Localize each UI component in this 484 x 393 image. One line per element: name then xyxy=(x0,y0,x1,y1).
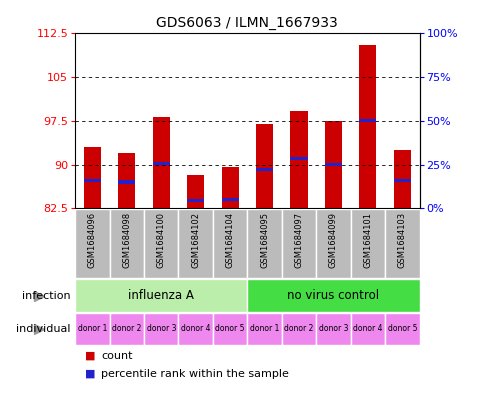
Bar xyxy=(187,199,204,202)
Text: donor 1: donor 1 xyxy=(249,325,279,333)
Title: GDS6063 / ILMN_1667933: GDS6063 / ILMN_1667933 xyxy=(156,16,337,29)
Bar xyxy=(118,153,135,208)
Bar xyxy=(75,313,109,345)
Text: GSM1684103: GSM1684103 xyxy=(397,211,406,268)
Text: individual: individual xyxy=(16,324,70,334)
Bar xyxy=(152,162,169,165)
Bar xyxy=(187,175,204,208)
Bar xyxy=(118,180,135,184)
Text: donor 3: donor 3 xyxy=(146,325,176,333)
Text: count: count xyxy=(101,351,132,361)
Text: GSM1684099: GSM1684099 xyxy=(328,211,337,268)
Bar xyxy=(350,313,384,345)
Text: donor 5: donor 5 xyxy=(215,325,244,333)
Bar xyxy=(178,209,212,278)
Text: GSM1684104: GSM1684104 xyxy=(225,211,234,268)
Bar xyxy=(384,209,419,278)
Bar xyxy=(281,209,316,278)
Bar xyxy=(384,313,419,345)
Text: ■: ■ xyxy=(85,369,95,379)
Bar xyxy=(212,209,247,278)
Text: donor 2: donor 2 xyxy=(112,325,141,333)
Text: ■: ■ xyxy=(85,351,95,361)
Bar xyxy=(109,313,144,345)
Text: GSM1684101: GSM1684101 xyxy=(363,211,372,268)
Text: GSM1684100: GSM1684100 xyxy=(156,211,166,268)
Bar xyxy=(324,163,341,166)
Text: GSM1684095: GSM1684095 xyxy=(259,211,269,268)
Text: GSM1684097: GSM1684097 xyxy=(294,211,303,268)
Text: GSM1684096: GSM1684096 xyxy=(88,211,97,268)
Text: donor 2: donor 2 xyxy=(284,325,313,333)
Bar xyxy=(178,313,212,345)
Bar xyxy=(290,157,307,160)
Text: donor 5: donor 5 xyxy=(387,325,416,333)
Bar xyxy=(316,313,350,345)
Text: donor 3: donor 3 xyxy=(318,325,348,333)
Bar xyxy=(84,179,101,182)
Bar xyxy=(212,313,247,345)
Bar xyxy=(393,179,410,182)
Text: percentile rank within the sample: percentile rank within the sample xyxy=(101,369,288,379)
Text: donor 4: donor 4 xyxy=(352,325,382,333)
Bar xyxy=(221,167,238,208)
Bar xyxy=(256,124,272,208)
Bar xyxy=(324,121,341,208)
Bar xyxy=(359,45,376,208)
Bar xyxy=(144,209,178,278)
Bar xyxy=(109,209,144,278)
Bar xyxy=(316,209,350,278)
Text: influenza A: influenza A xyxy=(128,289,194,302)
Bar xyxy=(290,111,307,208)
Bar xyxy=(247,313,281,345)
Bar xyxy=(281,313,316,345)
Bar xyxy=(359,119,376,123)
Bar xyxy=(75,209,109,278)
Bar xyxy=(84,147,101,208)
Bar xyxy=(393,150,410,208)
Bar xyxy=(350,209,384,278)
Bar xyxy=(221,198,238,201)
Text: no virus control: no virus control xyxy=(287,289,378,302)
Text: infection: infection xyxy=(22,290,70,301)
Bar xyxy=(144,313,178,345)
Text: donor 4: donor 4 xyxy=(181,325,210,333)
Text: GSM1684102: GSM1684102 xyxy=(191,211,200,268)
Bar xyxy=(256,168,272,171)
Bar xyxy=(152,117,169,208)
Bar xyxy=(247,279,419,312)
Bar xyxy=(75,279,247,312)
Bar xyxy=(247,209,281,278)
Text: donor 1: donor 1 xyxy=(77,325,107,333)
Text: GSM1684098: GSM1684098 xyxy=(122,211,131,268)
